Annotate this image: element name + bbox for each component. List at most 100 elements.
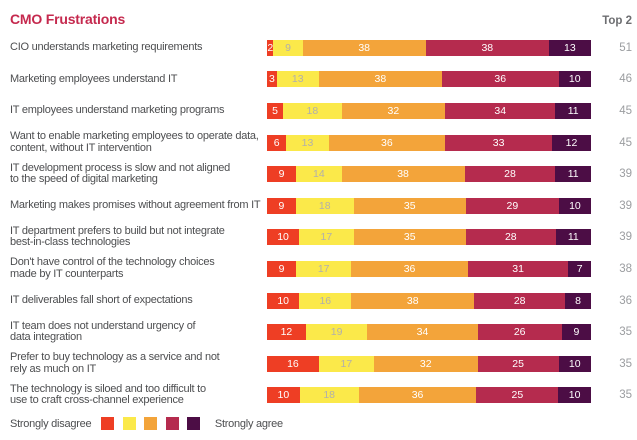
legend-swatch-somewhat-disagree: [144, 417, 158, 431]
stacked-bar: 16 17 32 25 10: [267, 355, 591, 372]
bar-segment-strongly-disagree: 5: [267, 102, 284, 119]
row-label: Want to enable marketing employees to op…: [10, 130, 259, 154]
top2-value: 45: [619, 136, 632, 149]
bar-segment-strongly-agree: 11: [555, 229, 591, 246]
bar-segment-somewhat-disagree: 36: [358, 387, 477, 404]
bar-segment-strongly-disagree: 12: [267, 324, 306, 341]
bar-segment-strongly-disagree: 2: [267, 39, 274, 56]
bar-segment-somewhat-disagree: 36: [328, 134, 446, 151]
chart-row: IT team does not understand urgency of da…: [0, 316, 637, 348]
bar-segment-strongly-agree: 10: [558, 355, 591, 372]
bar-segment-strongly-agree: 11: [555, 102, 591, 119]
bar-segment-strongly-disagree: 10: [267, 292, 300, 309]
bar-segment-somewhat-disagree: 34: [367, 324, 478, 341]
top2-value: 45: [619, 104, 632, 117]
bar-segment-somewhat-disagree: 38: [302, 39, 426, 56]
bar-segment-somewhat-disagree: 38: [351, 292, 475, 309]
bar-segment-disagree: 17: [318, 355, 374, 372]
top2-value: 51: [619, 41, 632, 54]
chart-header: CMO Frustrations Top 2: [0, 0, 637, 27]
stacked-bar: 9 14 38 28 11: [267, 166, 591, 183]
bar-segment-agree: 25: [476, 387, 559, 404]
stacked-bar: 3 13 38 36 10: [267, 71, 591, 88]
legend-left-label: Strongly disagree: [10, 417, 92, 430]
stacked-bar: 10 16 38 28 8: [267, 292, 591, 309]
top2-value: 46: [619, 73, 632, 86]
top2-value: 39: [619, 231, 632, 244]
row-label: Don't have control of the technology cho…: [10, 256, 215, 280]
top2-value: 39: [619, 199, 632, 212]
legend-right-label: Strongly agree: [214, 417, 283, 430]
bar-segment-agree: 26: [477, 324, 562, 341]
bar-segment-strongly-disagree: 10: [267, 229, 300, 246]
legend-swatch-disagree: [122, 417, 136, 431]
bar-segment-strongly-agree: 10: [558, 387, 591, 404]
bar-segment-agree: 29: [465, 197, 559, 214]
row-label: IT team does not understand urgency of da…: [10, 319, 196, 344]
chart-row: CIO understands marketing requirements 2 9…: [0, 32, 637, 64]
chart-row: Don't have control of the technology cho…: [0, 253, 637, 285]
page-title: CMO Frustrations: [10, 11, 126, 27]
bar-segment-strongly-disagree: 10: [267, 387, 300, 404]
stacked-bar: 5 18 32 34 11: [267, 102, 591, 119]
row-label: The technology is siloed and too difficu…: [10, 382, 206, 407]
bar-segment-strongly-agree: 10: [558, 197, 591, 214]
row-label: IT employees understand marketing progra…: [10, 104, 225, 117]
stacked-bar: 10 18 36 25 10: [267, 387, 591, 404]
row-label: IT department prefers to build but not i…: [10, 224, 225, 249]
row-label: CIO understands marketing requirements: [10, 41, 203, 54]
bar-segment-strongly-disagree: 6: [267, 134, 287, 151]
row-label: Marketing makes promises without agreeme…: [10, 199, 261, 212]
bar-segment-strongly-disagree: 16: [267, 355, 319, 372]
chart-row: IT deliverables fall short of expectatio…: [0, 285, 637, 317]
chart-row: Prefer to buy technology as a service an…: [0, 348, 637, 380]
bar-segment-strongly-disagree: 9: [267, 166, 297, 183]
stacked-bar: 9 18 35 29 10: [267, 197, 591, 214]
top2-value: 39: [619, 168, 632, 181]
bar-segment-disagree: 17: [296, 260, 352, 277]
chart-row: Marketing employees understand IT 3 13 38 36…: [0, 64, 637, 96]
bar-segment-agree: 25: [477, 355, 559, 372]
bar-segment-disagree: 19: [305, 324, 368, 341]
bar-segment-somewhat-disagree: 35: [353, 229, 466, 246]
bar-segment-strongly-agree: 8: [565, 292, 591, 309]
chart-row: IT employees understand marketing progra…: [0, 95, 637, 127]
bar-segment-somewhat-disagree: 32: [373, 355, 478, 372]
bar-segment-disagree: 14: [296, 166, 342, 183]
bar-segment-agree: 28: [464, 166, 556, 183]
top2-value: 36: [619, 294, 632, 307]
bar-segment-somewhat-disagree: 36: [351, 260, 468, 277]
row-label: Marketing employees understand IT: [10, 72, 178, 85]
bar-segment-somewhat-disagree: 35: [353, 197, 466, 214]
row-label: Prefer to buy technology as a service an…: [10, 351, 220, 375]
bar-segment-agree: 28: [474, 292, 566, 309]
top2-value: 35: [619, 326, 632, 339]
bar-segment-somewhat-disagree: 38: [341, 166, 465, 183]
bar-segment-strongly-disagree: 9: [267, 197, 296, 214]
bar-segment-disagree: 16: [299, 292, 352, 309]
bar-segment-strongly-agree: 11: [555, 166, 591, 183]
stacked-bar: 10 17 35 28 11: [267, 229, 591, 246]
legend: Strongly disagree Strongly agree: [10, 417, 637, 431]
bar-segment-somewhat-disagree: 38: [318, 71, 442, 88]
legend-swatch-strongly-disagree: [101, 417, 115, 431]
top2-column-header: Top 2: [602, 15, 632, 27]
top2-value: 38: [619, 262, 632, 275]
bar-segment-strongly-disagree: 3: [267, 71, 277, 88]
stacked-bar: 9 17 36 31 7: [267, 260, 591, 277]
chart-row: The technology is siloed and too difficu…: [0, 380, 637, 412]
bar-segment-strongly-agree: 12: [552, 134, 591, 151]
stacked-bar: 12 19 34 26 9: [267, 324, 591, 341]
chart-row: Marketing makes promises without agreeme…: [0, 190, 637, 222]
legend-swatch-agree: [165, 417, 179, 431]
bar-segment-agree: 31: [467, 260, 569, 277]
bar-segment-strongly-agree: 10: [558, 71, 591, 88]
bar-segment-agree: 28: [465, 229, 556, 246]
bar-segment-somewhat-disagree: 32: [341, 102, 446, 119]
bar-segment-disagree: 18: [283, 102, 342, 119]
bar-segment-agree: 38: [425, 39, 549, 56]
row-label: IT development process is slow and not a…: [10, 161, 231, 186]
bar-segment-strongly-agree: 13: [548, 39, 591, 56]
bar-segment-strongly-agree: 9: [561, 324, 591, 341]
row-label: IT deliverables fall short of expectatio…: [10, 293, 193, 306]
